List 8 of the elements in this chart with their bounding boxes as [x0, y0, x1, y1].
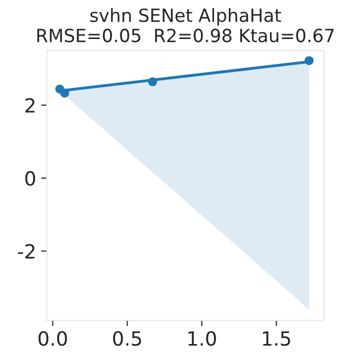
y-tick-label: 0 [25, 171, 36, 186]
y-tick-label: -2 [18, 244, 34, 258]
chart-title: svhn SENet AlphaHat RMSE=0.05 R2=0.98 Ktau=0.67 [37, 8, 334, 42]
y-tick-label: 2 [25, 98, 34, 113]
x-tick-label: 0.5 [113, 331, 142, 346]
x-tick-label: 1.5 [262, 331, 290, 346]
x-tick-label: 1.0 [188, 331, 216, 346]
x-tick-label: 0.0 [38, 331, 67, 346]
